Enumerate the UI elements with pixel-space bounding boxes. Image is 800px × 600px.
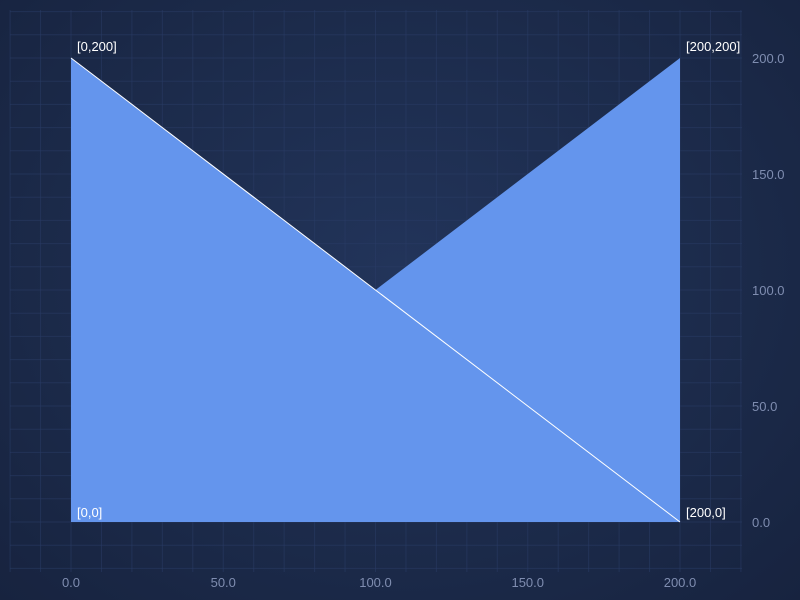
point-labels: [0,0] [0,200] [200,200] [200,0] [77, 39, 740, 520]
vertex-label: [0,200] [77, 39, 117, 54]
vertex-label: [0,0] [77, 505, 102, 520]
vertex-label: [200,200] [686, 39, 740, 54]
x-tick-label: 150.0 [511, 575, 544, 590]
y-axis-ticks: 0.0 50.0 100.0 150.0 200.0 [752, 51, 785, 530]
x-tick-label: 0.0 [62, 575, 80, 590]
x-tick-label: 200.0 [664, 575, 697, 590]
y-tick-label: 0.0 [752, 515, 770, 530]
edge-lines [70, 57, 681, 523]
y-tick-label: 150.0 [752, 167, 785, 182]
y-tick-label: 100.0 [752, 283, 785, 298]
y-tick-label: 200.0 [752, 51, 785, 66]
x-tick-label: 100.0 [359, 575, 392, 590]
y-tick-label: 50.0 [752, 399, 777, 414]
vertex-label: [200,0] [686, 505, 726, 520]
x-tick-label: 50.0 [211, 575, 236, 590]
diagonal-edge-line [70, 57, 681, 523]
x-axis-ticks: 0.0 50.0 100.0 150.0 200.0 [62, 575, 696, 590]
